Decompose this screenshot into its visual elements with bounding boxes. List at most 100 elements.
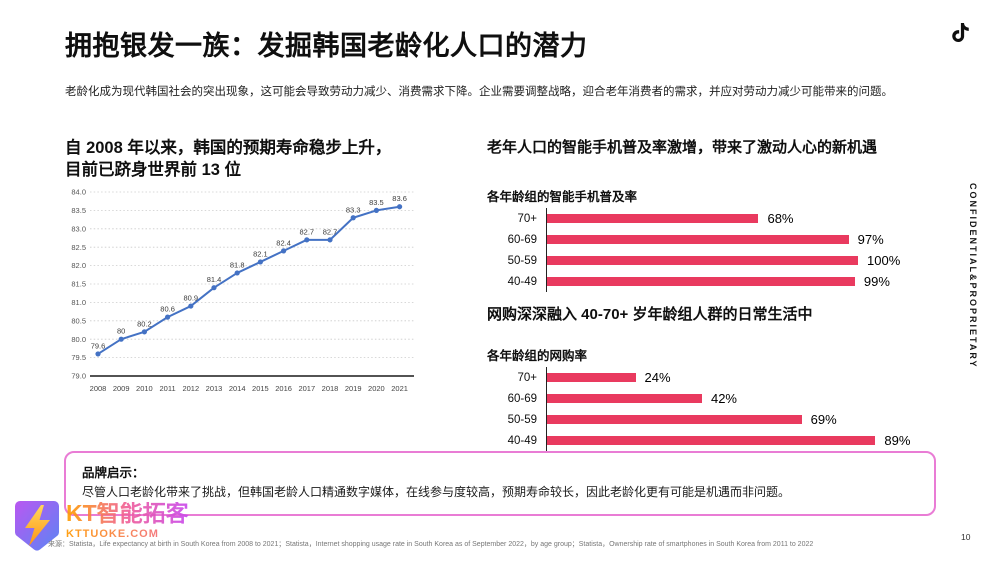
shopping-bar-chart: 70+ 24% 60-69 42% 50-59 69% 40-49 89%	[487, 367, 957, 451]
source-note: 来源：Statista，Life expectancy at birth in …	[48, 541, 814, 548]
shopping-chart-title: 网购深深融入 40-70+ 岁年龄组人群的日常生活中	[487, 306, 813, 323]
bar-category-label: 60-69	[507, 233, 537, 246]
data-point-marker	[95, 351, 101, 357]
data-point-label: 83.3	[346, 205, 361, 214]
x-tick-label: 2014	[229, 384, 246, 393]
bar	[547, 393, 702, 404]
bar-plot-area: 100%	[546, 250, 957, 271]
watermark-logo: KT智能拓客 KTTUOKE.COM	[14, 500, 189, 552]
page-subtitle: 老龄化成为现代韩国社会的突出现象，这可能会导致劳动力减少、消费需求下降。企业需要…	[65, 86, 893, 98]
bar-row: 50-59 69%	[487, 409, 957, 430]
y-tick-label: 79.5	[71, 353, 86, 362]
bar-category-label: 60-69	[507, 392, 537, 405]
x-tick-label: 2008	[90, 384, 107, 393]
bar-category-label: 50-59	[507, 413, 537, 426]
bar-value-label: 100%	[867, 253, 901, 268]
logo-title: KT智能拓客	[66, 500, 189, 526]
data-point-label: 80	[117, 327, 125, 336]
bar-value-label: 24%	[644, 370, 671, 385]
bar-row: 60-69 42%	[487, 388, 957, 409]
life-expectancy-chart-title: 自 2008 年以来，韩国的预期寿命稳步上升， 目前已跻身世界前 13 位	[65, 139, 392, 180]
x-tick-label: 2017	[298, 384, 315, 393]
data-point-marker	[257, 259, 263, 265]
bar-value-label: 97%	[857, 232, 884, 247]
bar-plot-area: 24%	[546, 367, 957, 388]
bar-category-label: 70+	[517, 212, 537, 225]
smartphone-chart-title: 老年人口的智能手机普及率激增，带来了激动人心的新机遇	[487, 139, 878, 156]
brand-insight-callout: 品牌启示： 尽管人口老龄化带来了挑战，但韩国老龄人口精通数字媒体，在线参与度较高…	[64, 451, 936, 516]
x-tick-label: 2020	[368, 384, 385, 393]
bar-plot-area: 89%	[546, 430, 957, 451]
bar-row: 40-49 99%	[487, 271, 957, 292]
data-point-label: 82.7	[299, 227, 314, 236]
data-point-marker	[281, 248, 287, 254]
y-tick-label: 84.0	[71, 188, 86, 197]
y-tick-label: 81.5	[71, 280, 86, 289]
data-point-marker	[165, 314, 171, 320]
bar-category-label: 40-49	[507, 434, 537, 447]
data-point-marker	[211, 285, 217, 291]
data-point-marker	[234, 270, 240, 276]
bar-row: 60-69 97%	[487, 229, 957, 250]
shopping-chart-subtitle: 各年龄组的网购率	[487, 349, 588, 363]
data-point-label: 82.1	[253, 249, 268, 258]
bar-category-label: 50-59	[507, 254, 537, 267]
bar-value-label: 42%	[710, 391, 737, 406]
bar-value-label: 99%	[863, 274, 890, 289]
data-point-marker	[304, 237, 310, 243]
bar-row: 50-59 100%	[487, 250, 957, 271]
bar-plot-area: 69%	[546, 409, 957, 430]
x-tick-label: 2015	[252, 384, 269, 393]
smartphone-chart-subtitle: 各年龄组的智能手机普及率	[487, 190, 638, 204]
bar	[547, 276, 855, 287]
y-tick-label: 80.5	[71, 316, 86, 325]
bar-plot-area: 97%	[546, 229, 957, 250]
bar	[547, 213, 759, 224]
x-tick-label: 2012	[182, 384, 199, 393]
bar-plot-area: 99%	[546, 271, 957, 292]
x-tick-label: 2016	[275, 384, 292, 393]
data-point-marker	[350, 215, 356, 221]
bar	[547, 372, 636, 383]
y-tick-label: 79.0	[71, 372, 86, 381]
data-point-label: 81.4	[207, 275, 222, 284]
y-tick-label: 82.5	[71, 243, 86, 252]
confidential-vertical-label: CONFIDENTIAL&PROPRIETARY	[968, 183, 978, 369]
data-point-label: 82.7	[323, 227, 338, 236]
tiktok-icon	[952, 23, 969, 43]
x-tick-label: 2013	[206, 384, 223, 393]
data-point-label: 83.5	[369, 198, 384, 207]
lightning-bolt-icon	[15, 501, 59, 551]
bar	[547, 435, 876, 446]
bar-value-label: 68%	[767, 211, 794, 226]
y-tick-label: 83.5	[71, 206, 86, 215]
logo-domain: KTTUOKE.COM	[66, 528, 189, 540]
data-point-marker	[141, 329, 147, 335]
callout-label: 品牌启示：	[82, 466, 145, 480]
bar	[547, 414, 802, 425]
bar-value-label: 89%	[884, 433, 911, 448]
data-point-label: 83.6	[392, 194, 407, 203]
y-tick-label: 82.0	[71, 261, 86, 270]
x-tick-label: 2011	[160, 384, 176, 393]
x-tick-label: 2018	[322, 384, 339, 393]
bar-plot-area: 42%	[546, 388, 957, 409]
data-point-label: 80.9	[183, 294, 198, 303]
data-point-marker	[373, 207, 379, 213]
data-point-label: 79.6	[91, 341, 106, 350]
smartphone-bar-chart: 70+ 68% 60-69 97% 50-59 100% 40-49 99%	[487, 208, 957, 292]
data-point-label: 81.8	[230, 260, 245, 269]
bar-category-label: 70+	[517, 371, 537, 384]
x-tick-label: 2019	[345, 384, 362, 393]
data-point-label: 80.2	[137, 319, 152, 328]
bar-row: 40-49 89%	[487, 430, 957, 451]
bar-category-label: 40-49	[507, 275, 537, 288]
x-tick-label: 2021	[391, 384, 408, 393]
x-tick-label: 2009	[113, 384, 130, 393]
data-point-label: 80.6	[160, 305, 175, 314]
data-point-marker	[118, 336, 124, 342]
y-tick-label: 83.0	[71, 224, 86, 233]
data-point-marker	[188, 303, 194, 309]
bar	[547, 234, 849, 245]
